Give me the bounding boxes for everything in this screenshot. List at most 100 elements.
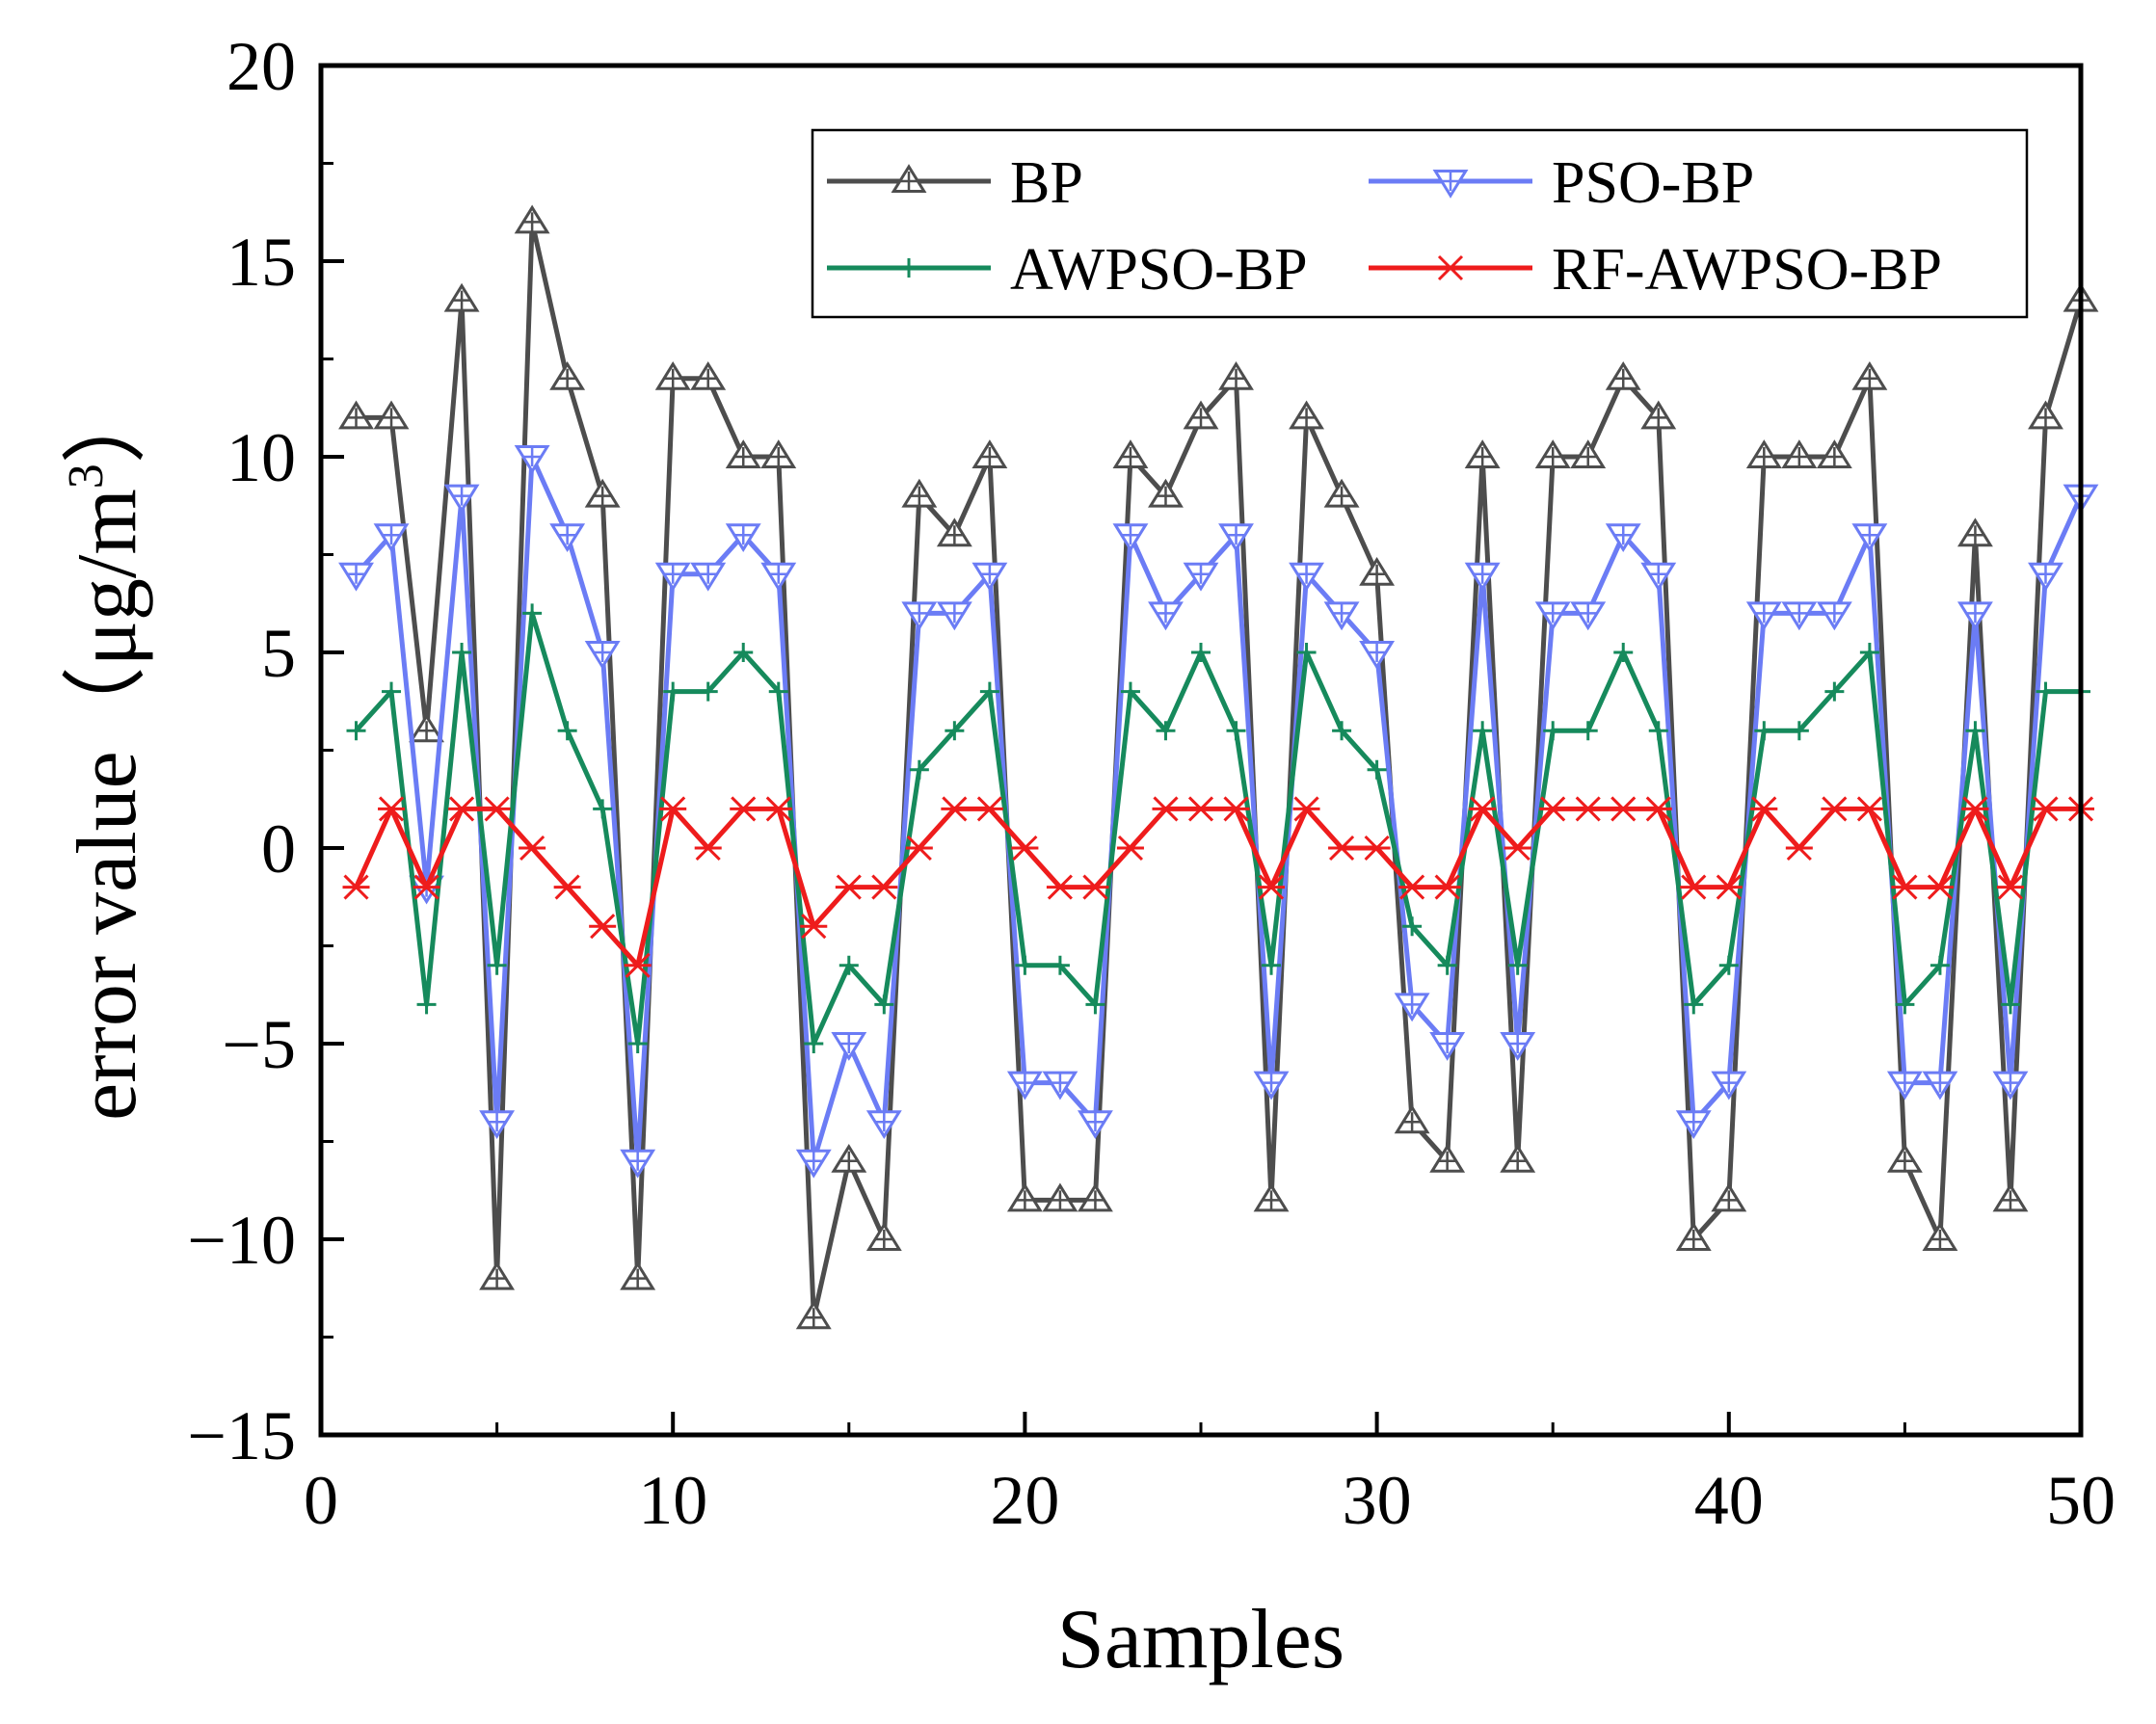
data-point-PSO-BP-14 — [795, 1149, 832, 1179]
data-point-PSO-BP-46 — [1922, 1071, 1958, 1101]
data-point-BP-20 — [1006, 1182, 1043, 1212]
data-point-BP-41 — [1745, 439, 1782, 468]
data-point-RF-AWPSO-BP-28 — [1292, 796, 1320, 822]
data-point-AWPSO-BP-20 — [1015, 955, 1035, 975]
data-point-PSO-BP-7 — [549, 523, 586, 553]
legend-marker-PSO-BP — [1432, 170, 1469, 199]
data-point-PSO-BP-8 — [584, 641, 621, 670]
series-PSO-BP — [338, 445, 2099, 1179]
data-point-BP-38 — [1640, 400, 1677, 430]
data-point-RF-AWPSO-BP-41 — [1750, 796, 1778, 822]
data-point-RF-AWPSO-BP-13 — [764, 796, 792, 822]
data-point-AWPSO-BP-22 — [1085, 995, 1105, 1015]
data-point-BP-26 — [1218, 360, 1254, 390]
data-point-BP-5 — [479, 1260, 516, 1290]
data-point-PSO-BP-44 — [1851, 523, 1888, 553]
data-point-PSO-BP-26 — [1218, 523, 1254, 553]
x-axis-title: Samples — [1057, 1593, 1344, 1686]
data-point-PSO-BP-40 — [1711, 1071, 1747, 1101]
data-point-BP-13 — [760, 439, 797, 468]
data-point-PSO-BP-9 — [620, 1149, 656, 1179]
data-point-RF-AWPSO-BP-23 — [1116, 835, 1144, 862]
data-point-AWPSO-BP-15 — [838, 955, 859, 975]
data-point-BP-16 — [865, 1222, 902, 1251]
legend-marker-RF-AWPSO-BP — [1437, 254, 1464, 281]
legend-marker-BP — [891, 164, 927, 193]
series-BP — [338, 204, 2099, 1330]
data-point-PSO-BP-23 — [1112, 523, 1149, 553]
data-point-RF-AWPSO-BP-49 — [2032, 796, 2060, 822]
data-point-PSO-BP-48 — [1992, 1071, 2029, 1101]
data-point-PSO-BP-13 — [760, 562, 797, 592]
data-point-PSO-BP-10 — [654, 562, 691, 592]
data-point-RF-AWPSO-BP-21 — [1046, 874, 1074, 900]
data-point-RF-AWPSO-BP-24 — [1152, 796, 1180, 822]
legend: BP PSO-BP AWPSO-BP RF-AWPSO-BP — [811, 128, 2029, 319]
x-tick-label-40: 40 — [1694, 1462, 1764, 1539]
data-point-AWPSO-BP-27 — [1262, 955, 1282, 975]
data-point-AWPSO-BP-19 — [979, 681, 999, 702]
data-point-AWPSO-BP-38 — [1648, 721, 1668, 741]
data-point-AWPSO-BP-5 — [487, 955, 507, 975]
legend-marker-AWPSO-BP — [899, 258, 918, 278]
data-point-PSO-BP-25 — [1183, 562, 1219, 592]
y-tick-label--5: −5 — [222, 1006, 296, 1083]
data-point-AWPSO-BP-47 — [1965, 721, 1985, 741]
data-point-AWPSO-BP-42 — [1789, 721, 1809, 741]
series-AWPSO-BP — [346, 603, 2090, 1053]
data-point-RF-AWPSO-BP-43 — [1821, 796, 1849, 822]
data-point-PSO-BP-11 — [690, 562, 727, 592]
data-point-RF-AWPSO-BP-16 — [870, 874, 898, 900]
data-point-PSO-BP-2 — [373, 523, 410, 553]
data-point-RF-AWPSO-BP-40 — [1715, 874, 1743, 900]
data-point-BP-2 — [373, 400, 410, 430]
data-point-PSO-BP-31 — [1394, 993, 1430, 1022]
series-group — [338, 204, 2099, 1330]
data-point-BP-42 — [1781, 439, 1818, 468]
data-point-RF-AWPSO-BP-39 — [1680, 874, 1708, 900]
data-point-PSO-BP-28 — [1289, 562, 1324, 592]
data-point-PSO-BP-42 — [1781, 601, 1818, 631]
axes-group: 0 10 20 30 40 50 −15 −10 −5 0 5 10 15 20 — [187, 28, 2116, 1539]
data-point-RF-AWPSO-BP-35 — [1539, 796, 1567, 822]
data-point-AWPSO-BP-29 — [1332, 721, 1352, 741]
data-point-RF-AWPSO-BP-19 — [975, 796, 1003, 822]
data-point-PSO-BP-38 — [1640, 562, 1677, 592]
data-point-BP-46 — [1922, 1222, 1958, 1251]
y-axis-title-superscript: 3 — [59, 464, 114, 489]
y-axis-title-close: ） — [61, 379, 154, 464]
data-point-PSO-BP-21 — [1042, 1071, 1078, 1101]
data-point-PSO-BP-41 — [1745, 601, 1782, 631]
data-point-PSO-BP-43 — [1816, 601, 1852, 631]
data-point-PSO-BP-6 — [514, 445, 550, 474]
data-point-RF-AWPSO-BP-45 — [1891, 874, 1919, 900]
data-point-PSO-BP-35 — [1534, 601, 1571, 631]
data-point-PSO-BP-24 — [1148, 601, 1184, 631]
data-point-AWPSO-BP-14 — [804, 1034, 824, 1053]
data-point-AWPSO-BP-44 — [1859, 643, 1879, 662]
data-point-PSO-BP-17 — [901, 601, 938, 631]
data-point-BP-48 — [1992, 1182, 2029, 1212]
data-point-RF-AWPSO-BP-6 — [519, 835, 546, 862]
data-point-AWPSO-BP-40 — [1718, 955, 1739, 975]
data-point-BP-10 — [654, 360, 691, 390]
data-point-AWPSO-BP-17 — [909, 759, 929, 780]
data-point-PSO-BP-49 — [2028, 562, 2063, 592]
data-point-AWPSO-BP-11 — [698, 681, 718, 702]
y-tick-label-10: 10 — [226, 419, 296, 496]
data-point-RF-AWPSO-BP-34 — [1504, 835, 1531, 862]
data-point-PSO-BP-19 — [972, 562, 1008, 592]
data-point-BP-19 — [972, 439, 1008, 468]
data-point-RF-AWPSO-BP-29 — [1328, 835, 1356, 862]
data-point-BP-12 — [725, 439, 761, 468]
data-point-AWPSO-BP-8 — [593, 799, 613, 819]
data-point-AWPSO-BP-31 — [1402, 916, 1423, 937]
data-point-BP-47 — [1957, 517, 1993, 547]
data-point-RF-AWPSO-BP-11 — [694, 835, 722, 862]
data-point-AWPSO-BP-1 — [346, 721, 366, 741]
data-point-RF-AWPSO-BP-31 — [1398, 874, 1426, 900]
data-point-PSO-BP-47 — [1957, 601, 1993, 631]
data-point-BP-3 — [409, 713, 444, 743]
data-point-BP-7 — [549, 360, 586, 390]
